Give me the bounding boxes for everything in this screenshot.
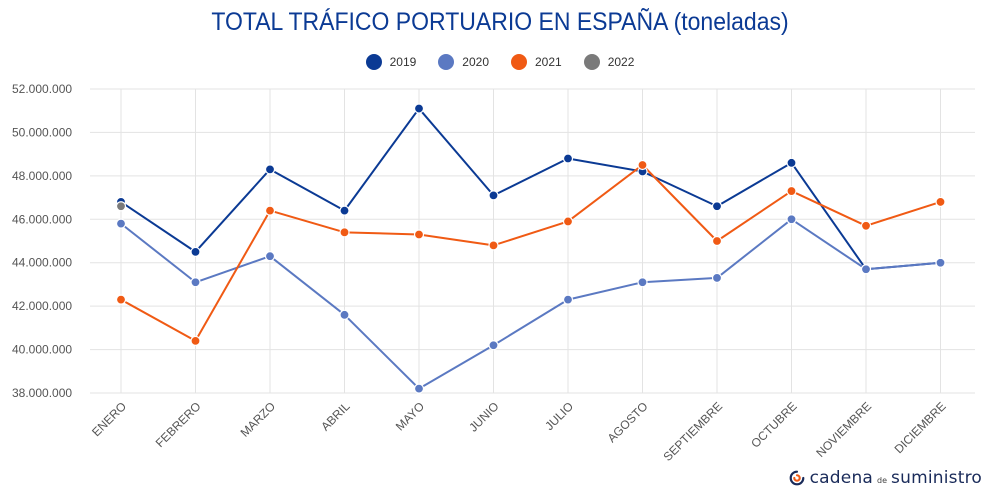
data-point-2020	[935, 257, 946, 268]
data-point-2020	[190, 277, 201, 288]
legend-marker-2021	[511, 54, 527, 70]
data-point-2019	[488, 190, 499, 201]
data-point-2020	[413, 383, 425, 394]
data-point-2020	[786, 214, 797, 225]
x-tick-label: SEPTIEMBRE	[661, 399, 726, 464]
data-point-2019	[711, 201, 723, 212]
y-tick-label: 42.000.000	[12, 299, 72, 313]
brand-logo: cadena de suministro	[788, 468, 982, 488]
x-tick-label: JULIO	[542, 399, 576, 433]
data-point-2020	[264, 251, 276, 262]
data-point-2021	[488, 240, 499, 251]
x-tick-label: DICIEMBRE	[892, 399, 949, 456]
logo-text-suministro: suministro	[891, 468, 982, 488]
x-tick-label: NOVIEMBRE	[813, 399, 874, 460]
data-point-2022	[115, 201, 127, 212]
legend-item-2021[interactable]: 2021	[511, 54, 562, 70]
data-point-2021	[115, 294, 127, 305]
legend-item-2019[interactable]: 2019	[365, 54, 417, 70]
legend-marker-2020	[438, 54, 455, 70]
data-point-2019	[190, 246, 201, 257]
data-point-2020	[711, 272, 723, 284]
x-tick-label: OCTUBRE	[748, 399, 799, 450]
y-tick-label: 48.000.000	[12, 169, 72, 183]
data-point-2019	[264, 164, 276, 175]
logo-swirl-icon	[789, 470, 805, 486]
y-tick-label: 40.000.000	[12, 343, 72, 357]
legend-marker-2019	[365, 54, 382, 70]
series-line-2021	[120, 164, 941, 342]
x-tick-label: MARZO	[238, 399, 279, 440]
series-line-2020	[120, 218, 941, 390]
data-point-2020	[488, 340, 499, 351]
x-tick-label: ENERO	[89, 399, 129, 439]
legend-label-2022: 2022	[607, 55, 635, 69]
data-point-2021	[711, 235, 723, 247]
data-point-2020	[637, 277, 648, 288]
data-point-2020	[339, 309, 350, 320]
data-point-2021	[339, 227, 350, 238]
data-point-2021	[190, 335, 201, 346]
x-tick-label: AGOSTO	[605, 399, 651, 445]
y-tick-label: 46.000.000	[12, 212, 72, 226]
data-point-2021	[413, 229, 425, 240]
data-point-2019	[562, 153, 574, 164]
chart-legend: 2019 2020 2021 2022	[0, 54, 1000, 70]
data-point-2021	[637, 159, 648, 171]
logo-text-cadena: cadena	[809, 468, 874, 488]
data-point-2019	[339, 205, 350, 216]
legend-label-2020: 2020	[462, 55, 489, 69]
legend-item-2022[interactable]: 2022	[583, 54, 635, 70]
data-point-2021	[786, 185, 797, 197]
y-tick-label: 44.000.000	[12, 256, 72, 270]
legend-item-2020[interactable]: 2020	[438, 54, 489, 70]
y-tick-label: 38.000.000	[12, 386, 72, 400]
data-point-2020	[562, 294, 574, 305]
data-point-2019	[413, 103, 425, 114]
data-point-2021	[264, 205, 276, 216]
x-tick-label: FEBRERO	[153, 399, 204, 450]
legend-marker-2022	[583, 54, 600, 70]
data-point-2021	[562, 216, 574, 227]
data-point-2019	[786, 157, 797, 168]
data-point-2020	[860, 264, 872, 275]
x-tick-label: JUNIO	[466, 399, 501, 434]
y-tick-label: 50.000.000	[12, 125, 72, 139]
series-line-2019	[120, 107, 941, 271]
data-point-2021	[935, 196, 946, 208]
y-tick-label: 52.000.000	[12, 82, 72, 96]
x-tick-label: MAYO	[393, 399, 427, 433]
chart-title: TOTAL TRÁFICO PORTUARIO EN ESPAÑA (tonel…	[211, 8, 789, 36]
legend-label-2021: 2021	[535, 55, 562, 69]
data-point-2020	[115, 218, 127, 229]
x-tick-label: ABRIL	[318, 399, 353, 434]
logo-text-de: de	[877, 476, 888, 485]
legend-label-2019: 2019	[389, 55, 417, 69]
data-point-2021	[860, 220, 872, 231]
